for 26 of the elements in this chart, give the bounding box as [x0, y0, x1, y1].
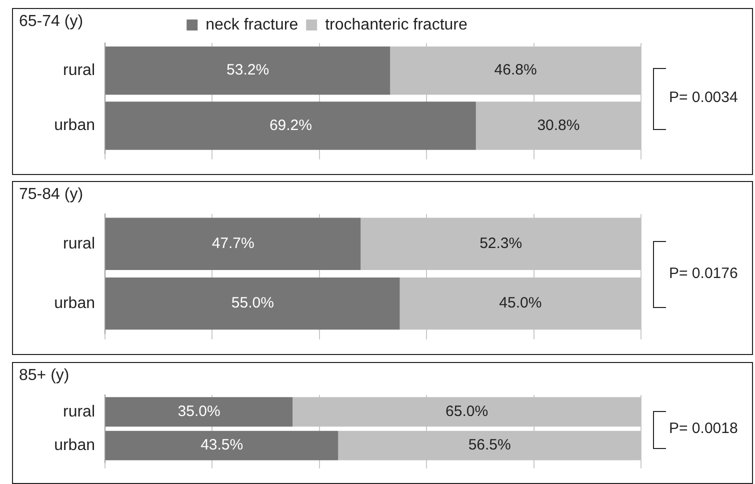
data-label: 65.0% — [446, 402, 488, 420]
chart-title: 75-84 (y) — [19, 186, 84, 204]
y-tick-label: urban — [54, 117, 95, 134]
chart-title: 65-74 (y) — [19, 13, 84, 31]
data-label: 30.8% — [537, 116, 580, 134]
data-label: 45.0% — [499, 294, 542, 312]
y-tick-label: rural — [62, 403, 95, 420]
data-label: 43.5% — [200, 436, 244, 454]
legend-label: neck fracture — [206, 16, 298, 34]
data-label: 47.7% — [212, 234, 254, 252]
text: P= 0.0176 — [669, 264, 738, 282]
y-tick-label: urban — [54, 294, 95, 312]
data-label: 69.2% — [269, 116, 312, 134]
y-tick-label: rural — [62, 62, 95, 80]
data-label: 35.0% — [178, 402, 220, 420]
data-label: 56.5% — [468, 436, 511, 454]
text: P= 0.0018 — [669, 420, 738, 437]
data-label: 46.8% — [494, 62, 537, 79]
data-label: 52.3% — [480, 234, 522, 252]
text: P= 0.0034 — [669, 89, 738, 106]
chart-title: 85+ (y) — [19, 367, 70, 385]
data-label: 53.2% — [226, 62, 270, 79]
legend-label: trochanteric fracture — [325, 16, 468, 34]
data-label: 55.0% — [231, 294, 274, 312]
y-tick-label: rural — [62, 235, 95, 252]
y-tick-label: urban — [54, 436, 95, 454]
